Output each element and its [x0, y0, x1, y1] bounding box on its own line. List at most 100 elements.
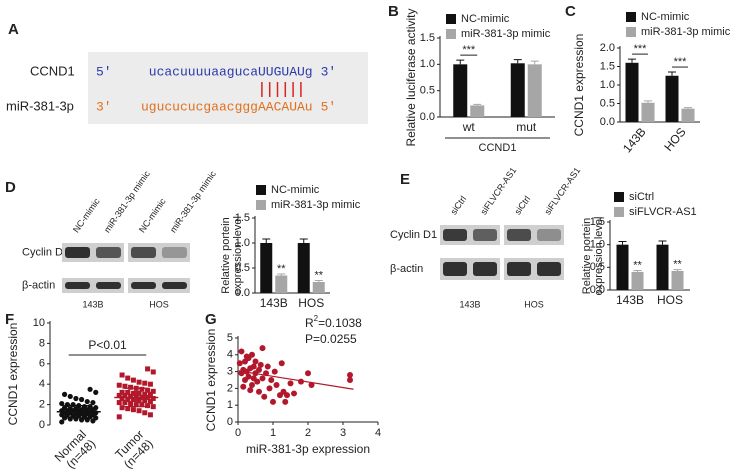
point	[249, 351, 255, 358]
sequence-suffix: 3'	[321, 64, 337, 79]
error-bar	[673, 269, 682, 271]
legend-label: NC-mimic	[641, 11, 690, 23]
point	[256, 366, 262, 373]
sequence-name: CCND1	[30, 63, 75, 78]
x-tick-label: 143B	[616, 293, 644, 307]
point	[136, 398, 142, 404]
point	[139, 386, 145, 392]
blot-band	[65, 282, 90, 289]
x-tick-label: 143B	[260, 296, 288, 310]
blot-row-label: Cyclin D1	[390, 229, 437, 241]
y-axis-label: Relative portein	[581, 218, 593, 294]
legend-swatch	[626, 27, 636, 37]
y-tick-label: 0.0	[420, 111, 435, 123]
y-tick-label: 0.5	[420, 85, 435, 97]
lane-label: siCtrl	[512, 194, 532, 217]
y-axis-label: Relative portein	[220, 217, 232, 293]
x-tick-label: HOS	[657, 293, 683, 307]
point	[247, 387, 254, 394]
blot-band	[507, 262, 531, 276]
point	[93, 405, 99, 411]
point	[73, 395, 79, 402]
point	[119, 389, 125, 395]
significance-label: ***	[462, 44, 476, 56]
lane-label: siCtrl	[448, 194, 468, 217]
point	[67, 393, 73, 400]
error-bar	[684, 107, 692, 109]
point	[61, 391, 68, 397]
lane-label: siFLVCR-AS1	[478, 165, 518, 216]
y-tick-label: 1.0	[420, 58, 435, 70]
point	[264, 363, 271, 370]
point	[147, 391, 153, 397]
x-tick-label: HOS	[661, 125, 688, 154]
y-tick-label: 3	[227, 366, 233, 378]
bar	[297, 243, 310, 293]
y-tick-label: 2.0	[600, 42, 615, 54]
sd-whisker	[66, 404, 91, 419]
fit-line	[237, 370, 354, 390]
y-tick-label: 4	[227, 349, 233, 361]
y-tick-label: 1.5	[235, 212, 250, 224]
legend-label: NC-mimic	[461, 13, 510, 25]
x-tick-label: 4	[375, 427, 381, 439]
point	[245, 373, 252, 380]
legend-swatch	[446, 29, 456, 39]
group-label: CCND1	[479, 142, 517, 154]
point	[150, 388, 156, 394]
bar	[260, 243, 273, 293]
sequence-prefix: 3'	[96, 99, 112, 114]
error-bar	[513, 59, 522, 64]
point	[130, 397, 136, 402]
sequence-name: miR-381-3p	[6, 98, 74, 113]
point	[257, 361, 264, 368]
error-bar	[633, 270, 642, 272]
point	[305, 370, 311, 377]
panel-label: B	[388, 3, 399, 20]
blot-group-label: 143B	[82, 299, 103, 309]
point	[128, 401, 134, 407]
panel-label: G	[205, 311, 217, 328]
blot-band	[162, 282, 187, 289]
blot-background	[62, 278, 124, 293]
y-axis-label: CCND1 expression	[204, 329, 218, 432]
point	[145, 366, 151, 372]
point	[125, 389, 131, 395]
legend-label: miR-381-3p mimic	[461, 28, 551, 40]
legend-swatch	[256, 200, 266, 210]
legend-label: miR-381-3p mimic	[271, 199, 361, 211]
y-tick-label: 6	[39, 358, 45, 370]
significance-marker: **	[277, 263, 286, 275]
point	[273, 382, 280, 389]
point	[90, 399, 96, 406]
point	[150, 395, 156, 401]
point	[250, 375, 257, 382]
r-squared-sup: 2	[314, 314, 319, 323]
error-bar	[618, 240, 627, 245]
point	[116, 400, 122, 406]
point	[142, 380, 148, 386]
point	[119, 372, 125, 378]
y-tick-label: 1.5	[420, 32, 435, 44]
sequence: ugucucucgaacggg	[141, 99, 258, 114]
error-bar	[299, 238, 308, 243]
y-tick-label: 1.0	[590, 239, 605, 251]
significance-marker: **	[673, 259, 682, 271]
y-tick-label: 0	[39, 419, 45, 431]
x-tick-label: 1	[270, 427, 276, 439]
binding-site: UUGUAUg	[258, 64, 313, 79]
y-tick-label: 0	[227, 416, 233, 428]
y-tick-label: 2	[227, 382, 233, 394]
blot-band	[507, 229, 531, 241]
point	[282, 398, 289, 405]
sequence-suffix: 5'	[321, 99, 337, 114]
legend-swatch	[614, 192, 624, 202]
point	[347, 371, 353, 378]
y-tick-label: 0.5	[600, 97, 615, 109]
lane-label: NC-mimic	[137, 196, 168, 234]
bar	[671, 270, 684, 290]
blot-row-label: β-actin	[390, 263, 423, 275]
x-tick-label: Tumor(n=48)	[112, 427, 156, 471]
point	[122, 383, 128, 389]
point	[147, 412, 153, 418]
